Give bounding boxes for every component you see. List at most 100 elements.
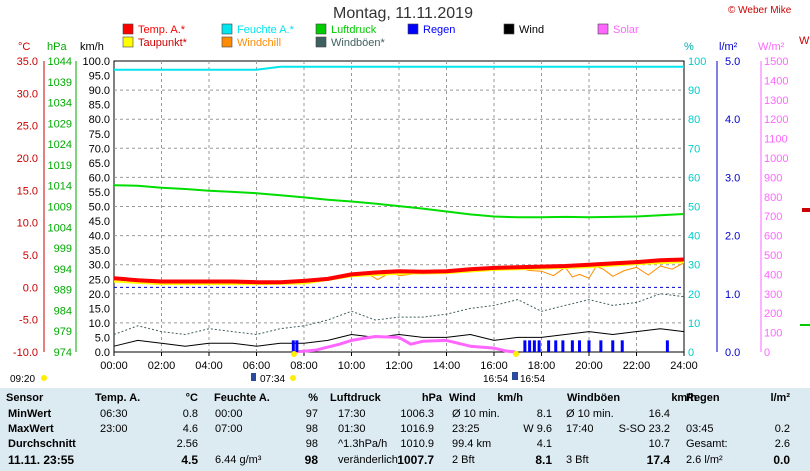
solar-tick-label: 900 bbox=[764, 172, 782, 184]
table-cell: Gesamt: bbox=[686, 438, 728, 451]
x-tick-label: 00:00 bbox=[100, 360, 128, 372]
pressure-tick-label: 1004 bbox=[48, 222, 72, 234]
table-header: Temp. A. bbox=[95, 392, 140, 405]
table-cell: 2.6 bbox=[775, 438, 790, 451]
legend-swatch bbox=[222, 37, 232, 47]
temp-tick-label: -10.0 bbox=[13, 347, 38, 359]
humidity-tick-label: 70 bbox=[688, 143, 700, 155]
rain-bar bbox=[588, 340, 591, 352]
table-cell: 4.1 bbox=[537, 438, 552, 451]
pressure-tick-label: 1019 bbox=[48, 160, 72, 172]
table-cell: 3 Bft bbox=[566, 454, 589, 467]
wind-tick-label: 35.0 bbox=[89, 245, 110, 257]
legend-swatch bbox=[123, 37, 133, 47]
pressure-tick-label: 1024 bbox=[48, 139, 72, 151]
sun-icon bbox=[41, 375, 47, 381]
x-tick-label: 12:00 bbox=[385, 360, 413, 372]
x-tick-label: 16:00 bbox=[480, 360, 508, 372]
legend-swatch bbox=[123, 24, 133, 34]
wind-tick-label: 20.0 bbox=[89, 289, 110, 301]
table-header: Windböen bbox=[567, 392, 620, 405]
temp-tick-label: 35.0 bbox=[17, 56, 38, 68]
table-cell: 17:40 bbox=[566, 423, 594, 436]
wind-tick-label: 80.0 bbox=[89, 114, 110, 126]
wind-tick-label: 75.0 bbox=[89, 129, 110, 141]
rain-tick-label: 1.0 bbox=[725, 289, 740, 301]
table-cell: 16.4 bbox=[649, 408, 670, 421]
rain-tick-label: 5.0 bbox=[725, 56, 740, 68]
solar-tick-label: 700 bbox=[764, 211, 782, 223]
table-cell: 1007.7 bbox=[397, 454, 434, 467]
solar-tick-label: 800 bbox=[764, 192, 782, 204]
solar-tick-label: 400 bbox=[764, 269, 782, 281]
page-title: Montag, 11.11.2019 bbox=[333, 5, 473, 23]
humidity-tick-label: 90 bbox=[688, 85, 700, 97]
pressure-tick-label: 989 bbox=[54, 285, 72, 297]
legend-label: Temp. A.* bbox=[138, 24, 186, 36]
legend-swatch bbox=[504, 24, 514, 34]
humidity-tick-label: 50 bbox=[688, 202, 700, 214]
wind-tick-label: 55.0 bbox=[89, 187, 110, 199]
table-row-label: 11.11. 23:55 bbox=[8, 454, 74, 467]
table-cell: 99.4 km bbox=[452, 438, 491, 451]
table-row-label: MaxWert bbox=[8, 423, 54, 436]
legend-label: Luftdruck bbox=[331, 24, 377, 36]
x-tick-label: 18:00 bbox=[528, 360, 556, 372]
solar-tick-label: 200 bbox=[764, 308, 782, 320]
wind-tick-label: 60.0 bbox=[89, 172, 110, 184]
temp-tick-label: 25.0 bbox=[17, 121, 38, 133]
statistics-table: Sensor Temp. A. °C Feuchte A.% Luftdruck hPa W… bbox=[0, 388, 810, 471]
table-cell: 6.44 g/m³ bbox=[215, 454, 261, 467]
sunset-time: 16:54 bbox=[483, 374, 508, 385]
humidity-tick-label: 60 bbox=[688, 172, 700, 184]
rain-tick-label: 3.0 bbox=[725, 172, 740, 184]
rain-bar bbox=[554, 340, 557, 352]
solar-tick-label: 100 bbox=[764, 328, 782, 340]
table-cell: 00:00 bbox=[215, 408, 243, 421]
wind-tick-label: 0.0 bbox=[95, 347, 110, 359]
legend-swatch bbox=[222, 24, 232, 34]
pressure-tick-label: 974 bbox=[54, 347, 72, 359]
pressure-tick-label: 1029 bbox=[48, 118, 72, 130]
legend-swatch bbox=[408, 24, 418, 34]
rain-bar bbox=[292, 340, 295, 352]
legend-label: Feuchte A.* bbox=[237, 24, 295, 36]
humidity-unit-label: % bbox=[684, 41, 694, 53]
rain-bar bbox=[523, 340, 526, 352]
sunrise-time: 07:34 bbox=[260, 374, 285, 385]
table-header: Feuchte A. bbox=[214, 392, 270, 405]
wind-tick-label: 65.0 bbox=[89, 158, 110, 170]
rain-tick-label: 0.0 bbox=[725, 347, 740, 359]
sunrise-icon bbox=[291, 351, 297, 357]
rain-unit-label: l/m² bbox=[719, 41, 738, 53]
pressure-tick-label: 994 bbox=[54, 264, 72, 276]
table-cell: 2.56 bbox=[177, 438, 198, 451]
partial-edge-mark bbox=[802, 208, 810, 212]
x-tick-label: 20:00 bbox=[575, 360, 603, 372]
wind-unit-label: km/h bbox=[80, 41, 104, 53]
rain-bar bbox=[528, 340, 531, 352]
humidity-tick-label: 20 bbox=[688, 289, 700, 301]
temp-tick-label: 0.0 bbox=[23, 282, 38, 294]
wind-tick-label: 70.0 bbox=[89, 143, 110, 155]
temp-tick-label: 15.0 bbox=[17, 185, 38, 197]
x-tick-label: 02:00 bbox=[148, 360, 176, 372]
sunset-marker-icon bbox=[512, 372, 518, 380]
table-cell: 0.2 bbox=[775, 423, 790, 436]
pressure-tick-label: 1044 bbox=[48, 56, 72, 68]
weather-chart: 00:00 02:00 04:00 06:00 08:00 10:00 12:00 14:00… bbox=[0, 0, 810, 388]
table-cell: 17:30 bbox=[338, 408, 366, 421]
wind-tick-label: 5.0 bbox=[95, 332, 110, 344]
table-cell: 4.5 bbox=[181, 454, 198, 467]
table-header: l/m² bbox=[770, 392, 790, 405]
legend-label: Windchill bbox=[237, 37, 281, 49]
table-cell: 2 Bft bbox=[452, 454, 475, 467]
rain-bar bbox=[621, 340, 624, 352]
table-cell: S-SO 23.2 bbox=[619, 423, 670, 436]
humidity-tick-label: 0 bbox=[688, 347, 694, 359]
pressure-tick-label: 1014 bbox=[48, 181, 72, 193]
table-cell: 01:30 bbox=[338, 423, 366, 436]
table-header: Wind bbox=[449, 392, 476, 405]
table-header: Sensor bbox=[6, 392, 43, 405]
